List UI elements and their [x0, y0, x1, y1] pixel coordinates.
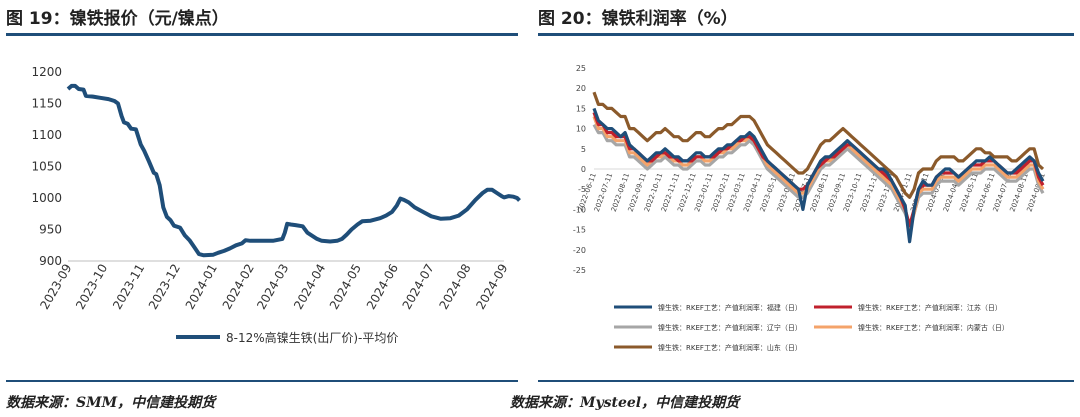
figure-19-chart: 900 950 1000 1050 1100 1150 1200 2023-092023-10… — [31, 65, 521, 345]
y-tick-label: 10 — [576, 125, 586, 134]
figure-19-top-rule — [6, 33, 518, 36]
x-tick-label: 2023-10 — [73, 262, 110, 312]
figure-20-top-rule — [538, 33, 1074, 36]
y-tick-label: 1100 — [31, 128, 62, 142]
x-tick-label: 2023-12 — [146, 262, 183, 312]
figure-19-source: 数据来源：SMM，中信建投期货 — [6, 395, 216, 411]
y-tick-label: -15 — [573, 226, 586, 235]
figure-20-source: 数据来源：Mysteel，中信建投期货 — [510, 395, 740, 411]
x-tick-label: 2023-09 — [37, 262, 74, 312]
x-tick-label: 2024-09 — [473, 262, 510, 312]
x-tick-label: 2024-05 — [327, 262, 364, 312]
figure-20-title: 图 20：镍铁利润率（%） — [538, 9, 738, 29]
y-tick-label: 20 — [576, 84, 586, 93]
legend-label: 镍生铁：RKEF工艺：产值利润率：内蒙古（日） — [858, 323, 1009, 332]
y-tick-label: 1150 — [31, 97, 62, 111]
x-tick-label: 2024-01 — [183, 262, 220, 312]
legend-label: 镍生铁：RKEF工艺：产值利润率：福建（日） — [658, 303, 802, 312]
y-tick-label: -20 — [573, 246, 586, 255]
y-tick-label: -25 — [573, 266, 586, 275]
series-line — [592, 123, 1045, 228]
x-tick-label: 2024-04 — [291, 262, 328, 312]
figure-20-chart: -25-20-15-10-505101520252022-06-112022-0… — [573, 64, 1047, 352]
figure-19-title: 图 19：镍铁报价（元/镍点） — [6, 9, 229, 29]
y-tick-label: 1200 — [31, 65, 62, 79]
y-tick-label: -10 — [573, 205, 586, 214]
y-tick-label: 950 — [39, 223, 62, 237]
y-tick-label: 1000 — [31, 191, 62, 205]
x-tick-label: 2024-07 — [400, 262, 437, 312]
legend-label: 镍生铁：RKEF工艺：产值利润率：山东（日） — [658, 343, 802, 352]
legend-label: 镍生铁：RKEF工艺：产值利润率：江苏（日） — [858, 303, 1002, 312]
y-tick-label: -5 — [578, 185, 586, 194]
legend-label: 8-12%高镍生铁(出厂价)-平均价 — [226, 330, 398, 345]
series-line — [66, 83, 521, 258]
series-line — [592, 91, 1045, 199]
y-tick-label: 5 — [581, 145, 586, 154]
y-tick-label: 15 — [576, 104, 586, 113]
y-tick-label: 900 — [39, 254, 62, 268]
x-tick-label: 2024-03 — [254, 262, 291, 312]
y-tick-label: 0 — [581, 165, 586, 174]
x-tick-label: 2024-08 — [436, 262, 473, 312]
figure-19-bottom-rule — [6, 380, 518, 382]
legend-label: 镍生铁：RKEF工艺：产值利润率：辽宁（日） — [658, 323, 802, 332]
x-tick-label: 2023-11 — [110, 262, 147, 312]
series-line — [592, 107, 1045, 244]
x-tick-label: 2024-06 — [364, 262, 401, 312]
y-tick-label: 1050 — [31, 160, 62, 174]
y-tick-label: 25 — [576, 64, 586, 73]
figure-20-bottom-rule — [538, 380, 1074, 382]
x-tick-label: 2024-02 — [220, 262, 257, 312]
